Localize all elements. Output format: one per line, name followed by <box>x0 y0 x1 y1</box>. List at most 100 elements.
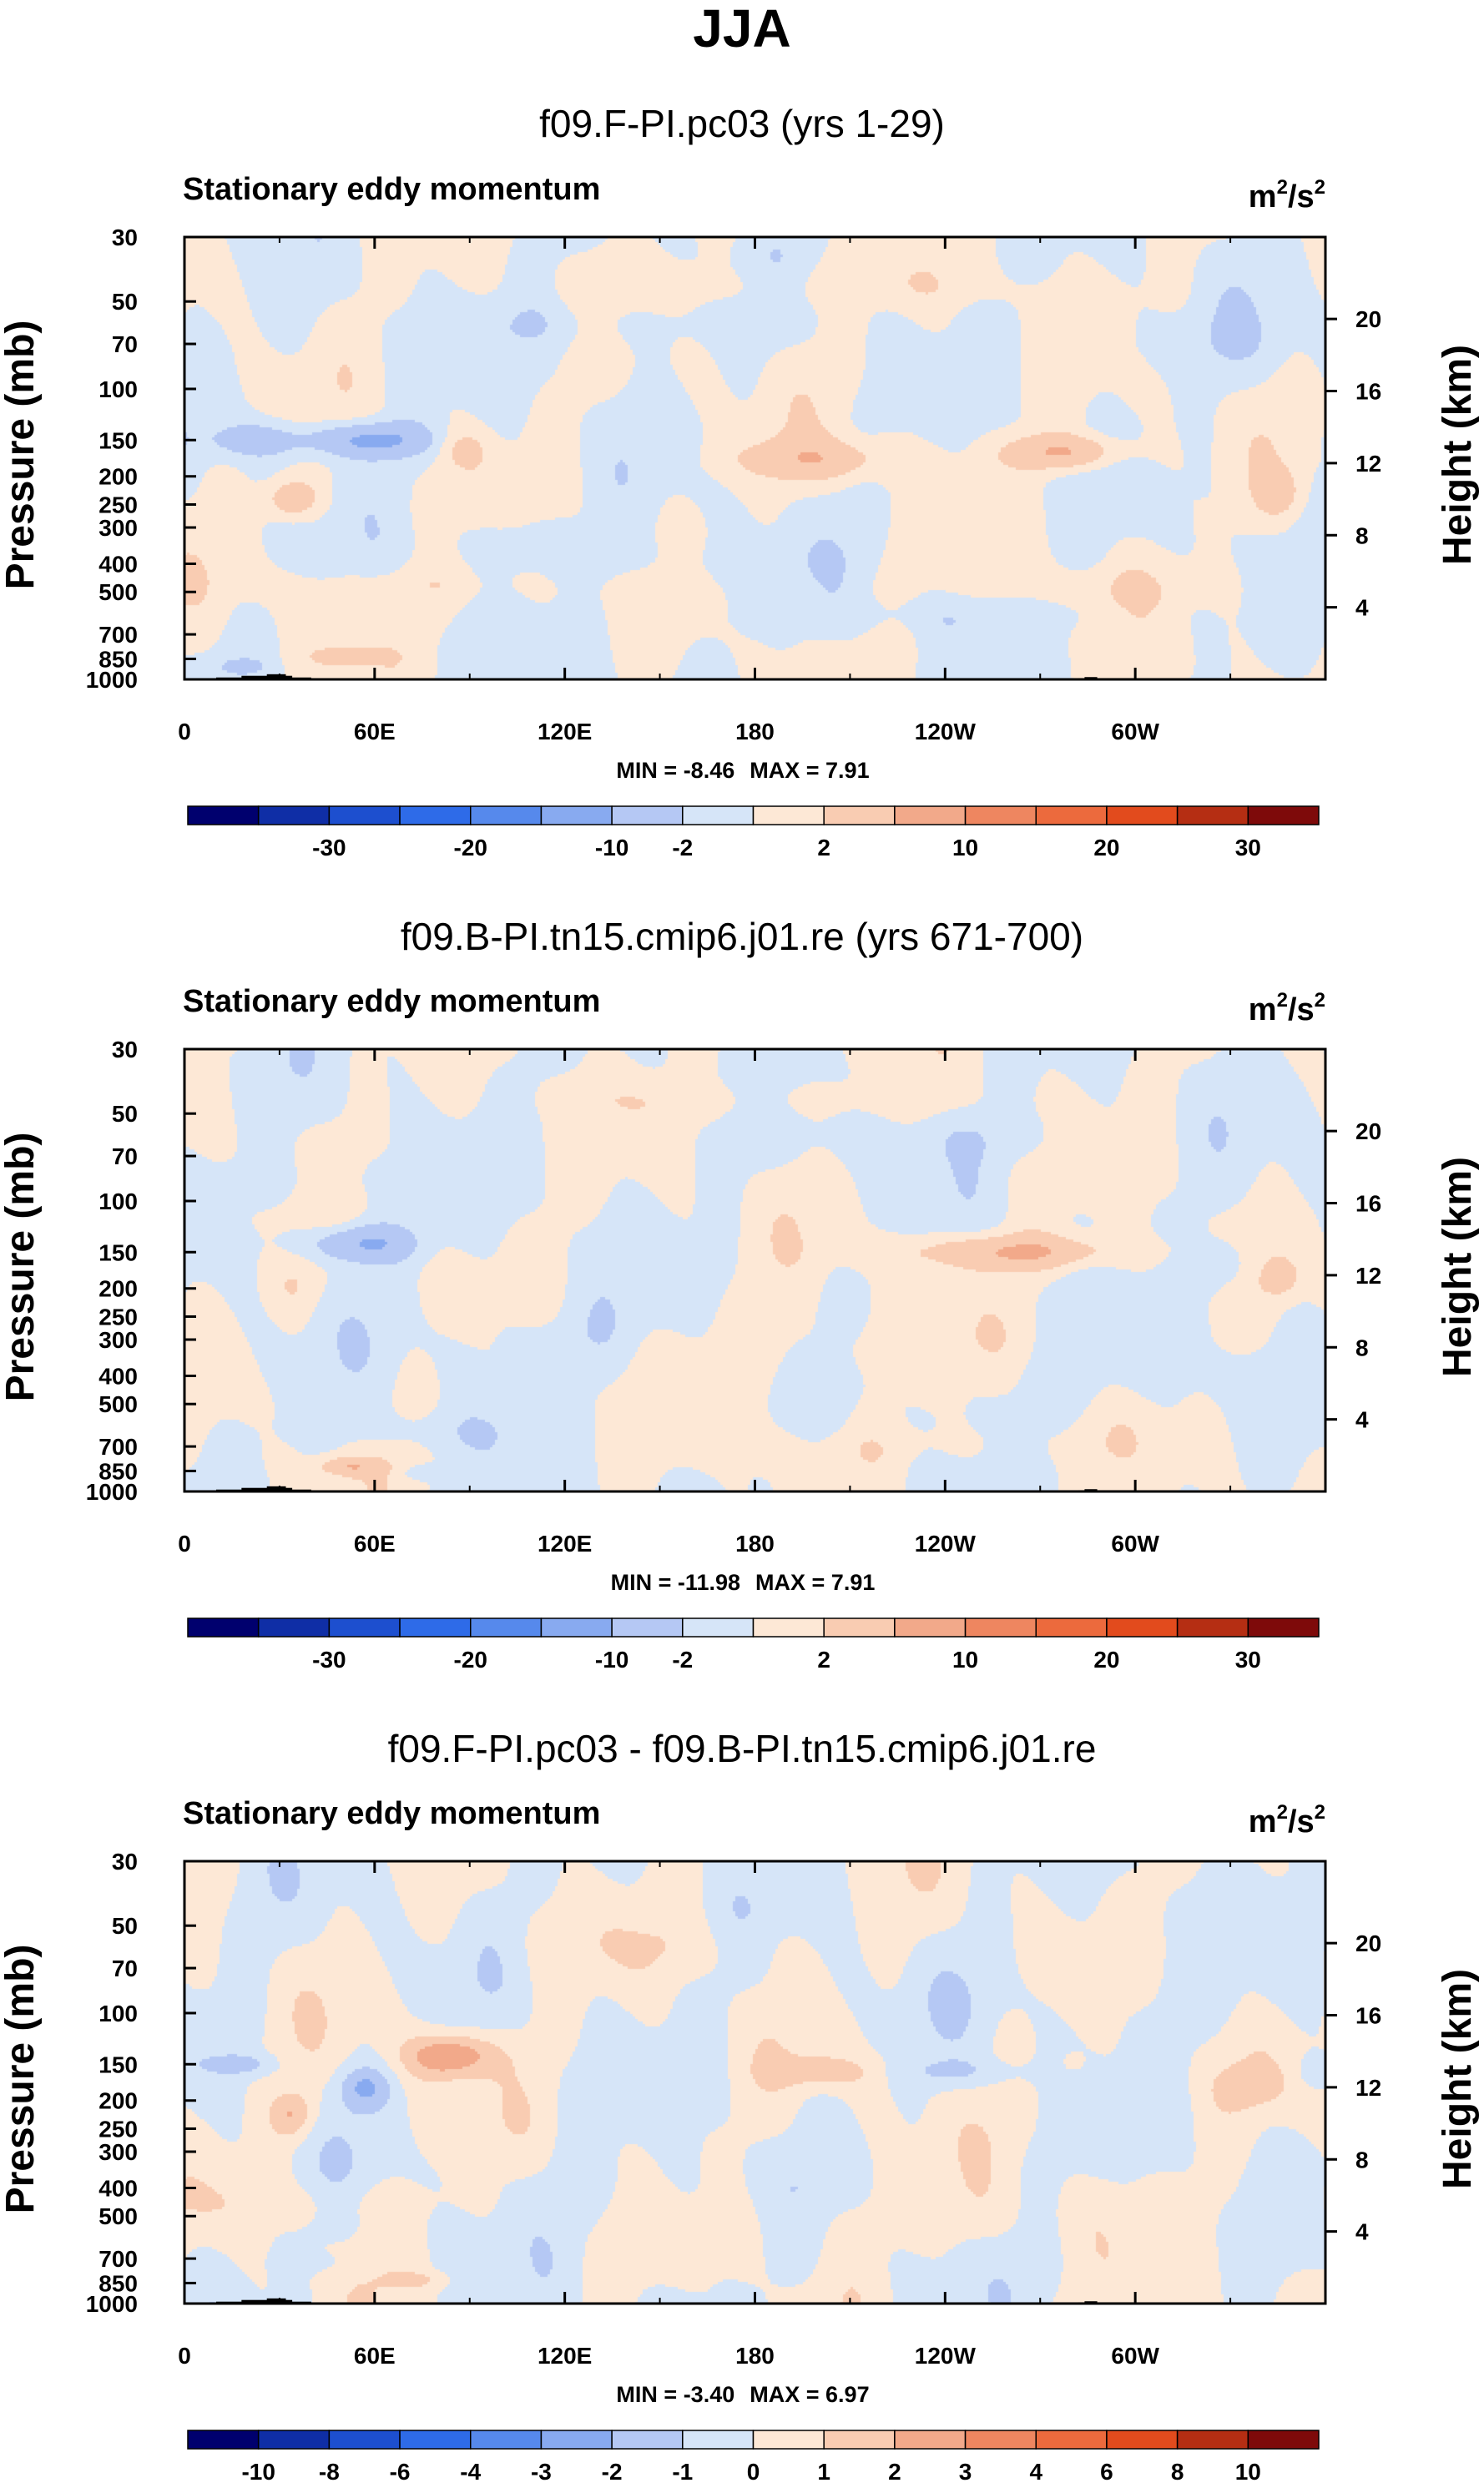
units-denominator: /s <box>1288 992 1315 1027</box>
height-tick-label: 16 <box>1355 1191 1381 1217</box>
pressure-tick-label: 300 <box>98 515 138 541</box>
min-max-stats: MIN = -8.46 MAX = 7.91 <box>616 758 869 783</box>
units-exponent-2: 2 <box>1315 176 1325 199</box>
lon-tick-label: 120W <box>915 2343 977 2369</box>
pressure-tick-label: 500 <box>98 2203 138 2229</box>
colorbar-swatch <box>1106 2430 1179 2450</box>
pressure-tick-label: 400 <box>98 2176 138 2202</box>
panel-left-label: Stationary eddy momentum <box>183 1796 600 1831</box>
height-tick-label: 8 <box>1355 2147 1369 2173</box>
colorbar-label: 30 <box>1235 1647 1261 1673</box>
lon-tick-label: 120W <box>915 719 977 744</box>
pressure-tick-label: 70 <box>112 1956 138 1981</box>
pressure-tick-label: 700 <box>98 622 138 648</box>
colorbar-label: -8 <box>319 2459 340 2483</box>
colorbar-label: -6 <box>390 2459 411 2483</box>
max-value: 7.91 <box>831 1570 876 1595</box>
colorbar-swatch <box>894 2430 967 2450</box>
lon-tick-label: 0 <box>178 1531 191 1557</box>
lon-tick-label: 0 <box>178 2343 191 2369</box>
height-tick-label: 4 <box>1355 2219 1369 2245</box>
colorbar-swatch <box>257 2430 331 2450</box>
panel-title: f09.B-PI.tn15.cmip6.j01.re (yrs 671-700) <box>401 915 1083 958</box>
colorbar-swatch <box>1106 805 1179 825</box>
min-label: MIN = <box>616 758 677 783</box>
panel-left-label: Stationary eddy momentum <box>183 172 600 207</box>
colorbar-swatch <box>1247 805 1320 825</box>
pressure-tick-label: 250 <box>98 1304 138 1330</box>
units-denominator: /s <box>1288 179 1315 214</box>
pressure-tick-label: 150 <box>98 1239 138 1265</box>
topography-mask <box>266 1486 286 1491</box>
colorbar-swatch <box>1247 2430 1320 2450</box>
colorbar-swatch <box>187 805 260 825</box>
colorbar-swatch <box>894 1617 967 1638</box>
pressure-tick-label: 100 <box>98 1189 138 1214</box>
pressure-tick-label: 500 <box>98 1391 138 1417</box>
colorbar-label: 30 <box>1235 835 1261 860</box>
min-label: MIN = <box>611 1570 672 1595</box>
colorbar-swatch <box>1247 1617 1320 1638</box>
colorbar-swatch <box>328 1617 401 1638</box>
colorbar-swatch <box>682 805 755 825</box>
lon-tick-label: 60W <box>1111 1531 1159 1557</box>
height-tick-label: 4 <box>1355 595 1369 621</box>
colorbar-swatch <box>540 805 613 825</box>
colorbar-label: -2 <box>672 1647 693 1673</box>
colorbar-swatch <box>470 2430 543 2450</box>
lon-tick-label: 60E <box>354 2343 396 2369</box>
pressure-tick-label: 150 <box>98 2052 138 2077</box>
colorbar: -30 -20 -10 -2 2 10 20 30 <box>187 805 1320 860</box>
units-label: m2/s2 <box>1249 989 1325 1027</box>
panel-title: f09.F-PI.pc03 - f09.B-PI.tn15.cmip6.j01.… <box>388 1727 1097 1770</box>
lon-tick-label: 60E <box>354 719 396 744</box>
max-label: MAX = <box>750 758 819 783</box>
colorbar-label: -3 <box>531 2459 552 2483</box>
colorbar-swatch <box>187 1617 260 1638</box>
lon-tick-label: 60E <box>354 1531 396 1557</box>
lon-tick-label: 120E <box>538 719 592 744</box>
colorbar-label: 10 <box>1235 2459 1261 2483</box>
height-tick-label: 12 <box>1355 2075 1381 2101</box>
y2-axis-label: Height (km) <box>1436 1969 1480 2189</box>
colorbar-swatch <box>611 805 684 825</box>
lon-tick-label: 180 <box>735 1531 775 1557</box>
colorbar-swatch <box>187 2430 260 2450</box>
colorbar-label: 6 <box>1100 2459 1113 2483</box>
colorbar-swatch <box>964 2430 1037 2450</box>
pressure-tick-label: 30 <box>112 1849 138 1875</box>
pressure-tick-label: 250 <box>98 492 138 517</box>
colorbar-label: 1 <box>817 2459 830 2483</box>
pressure-tick-label: 400 <box>98 552 138 578</box>
colorbar-swatch <box>540 2430 613 2450</box>
units-base: m <box>1249 992 1277 1027</box>
colorbar-swatch <box>328 2430 401 2450</box>
pressure-tick-label: 1000 <box>86 1479 138 1505</box>
colorbar-label: 8 <box>1171 2459 1184 2483</box>
colorbar-swatch <box>823 2430 896 2450</box>
colorbar-swatch <box>894 805 967 825</box>
units-exponent: 2 <box>1277 176 1288 199</box>
pressure-tick-label: 150 <box>98 427 138 453</box>
contour-field <box>184 237 1325 679</box>
pressure-tick-label: 70 <box>112 1143 138 1169</box>
height-tick-label: 8 <box>1355 522 1369 548</box>
pressure-tick-label: 700 <box>98 1434 138 1460</box>
y-axis-label: Pressure (mb) <box>0 1945 43 2214</box>
colorbar-label: 20 <box>1093 835 1119 860</box>
pressure-tick-label: 200 <box>98 1276 138 1302</box>
colorbar-swatch <box>823 1617 896 1638</box>
colorbar-swatch <box>257 805 331 825</box>
colorbar-swatch <box>752 1617 825 1638</box>
height-tick-label: 16 <box>1355 2003 1381 2029</box>
height-tick-label: 12 <box>1355 1263 1381 1289</box>
max-value: 7.91 <box>825 758 870 783</box>
pressure-tick-label: 700 <box>98 2246 138 2272</box>
lon-tick-label: 0 <box>178 719 191 744</box>
colorbar-swatch <box>682 1617 755 1638</box>
colorbar-label: 20 <box>1093 1647 1119 1673</box>
colorbar: -30 -20 -10 -2 2 10 20 30 <box>187 1617 1320 1673</box>
colorbar-label: -10 <box>595 835 628 860</box>
